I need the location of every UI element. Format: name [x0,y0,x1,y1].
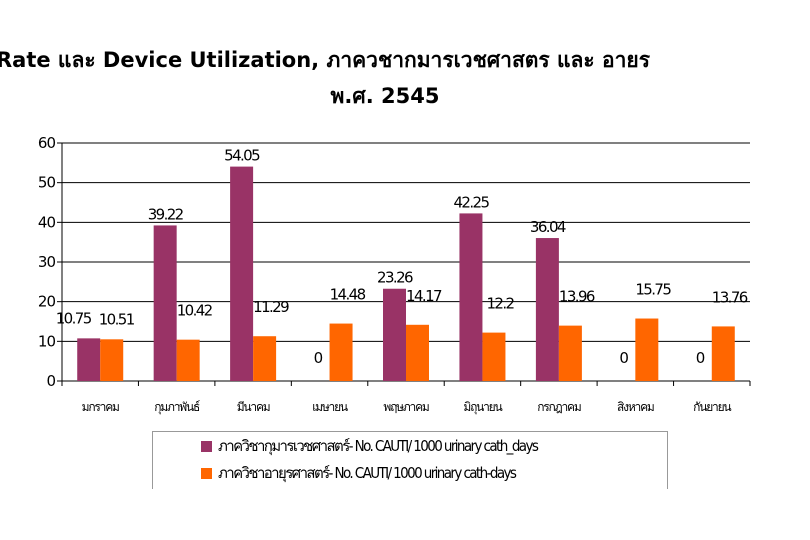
data-label-series-1: 54.05 [224,147,260,165]
data-label-series-2: 10.51 [99,310,135,328]
legend-label-series-1: ภาควิชากุมารเวชศาสตร์- No. CAUTI/ 1000 u… [218,437,539,455]
y-tick-label: 40 [38,213,56,231]
data-label-series-1: 0 [314,349,323,367]
data-label-series-1: 36.04 [530,218,566,236]
y-tick-label: 20 [38,293,56,311]
bar-series-1 [77,338,101,381]
legend-item-series-1: ภาควิชากุมารเวชศาสตร์- No. CAUTI/ 1000 u… [201,436,539,456]
chart-title-line-1: Rate และ Device Utilization, ภาควชากมารเ… [0,48,650,72]
data-labels: 10.75 39.22 54.05 0 23.26 42.25 36.04 0 0 10.51 10… [56,147,750,368]
data-label-series-1: 42.25 [453,193,489,211]
bar-series-2 [329,323,353,381]
legend-label-series-2: ภาควิชาอายุรศาสตร์- No. CAUTI/ 1000 urin… [218,464,517,482]
x-tick-label: มกราคม [82,400,119,414]
x-tick-label: กันยายน [693,400,731,414]
bar-chart: 0 10 20 30 40 50 60 มกราคม กุมภาพันธ์ มีนาคม เมษาย… [38,134,751,415]
y-tick-label: 10 [38,332,56,350]
legend-swatch-series-2 [201,467,212,479]
bar-series-2 [558,325,582,381]
bar-series-1 [230,166,254,381]
data-label-series-2: 15.75 [635,281,671,299]
data-label-series-1: 39.22 [148,205,184,223]
bar-series-2 [176,339,200,381]
y-tick-label: 50 [38,174,56,192]
data-label-series-1: 23.26 [377,269,413,287]
y-tick-label: 60 [38,134,56,152]
data-label-series-2: 13.96 [559,288,595,306]
bar-series-1 [153,225,177,381]
x-tick-label: มิถุนายน [463,400,502,415]
bar-series-2 [711,326,735,381]
data-label-series-2: 14.48 [330,286,366,304]
legend-item-series-2: ภาควิชาอายุรศาสตร์- No. CAUTI/ 1000 urin… [201,463,517,483]
data-label-series-2: 10.42 [177,302,213,320]
x-tick-label: กรกฎาคม [537,400,581,414]
data-label-series-2: 12.2 [486,295,514,313]
y-tick-label: 30 [38,253,56,271]
bar-series-2 [482,332,506,381]
x-tick-label: กุมภาพันธ์ [154,400,200,415]
bar-series-2 [406,324,429,381]
bar-series-2 [253,336,277,381]
bar-series-2 [100,339,124,381]
x-tick-label: เมษายน [312,400,348,414]
bar-series-1 [383,288,406,381]
x-tick-label: มีนาคม [237,400,270,414]
bar-series-2 [635,318,659,381]
data-label-series-1: 10.75 [56,309,92,327]
y-tick-label: 0 [46,372,55,390]
data-label-series-1: 0 [696,349,705,367]
legend: ภาควิชากุมารเวชศาสตร์- No. CAUTI/ 1000 u… [152,431,668,489]
data-label-series-2: 11.29 [253,298,289,316]
x-tick-label: พฤษภาคม [383,400,429,414]
bar-series-1 [459,213,483,381]
data-label-series-2: 14.17 [406,287,442,305]
data-label-series-2: 13.76 [712,288,748,306]
data-label-series-1: 0 [619,349,628,367]
legend-swatch-series-1 [201,440,212,452]
bar-series-1 [535,238,559,381]
x-tick-label: สิงหาคม [617,400,654,414]
bars [77,166,735,381]
chart-title-line-2: พ.ศ. 2545 [330,84,440,108]
